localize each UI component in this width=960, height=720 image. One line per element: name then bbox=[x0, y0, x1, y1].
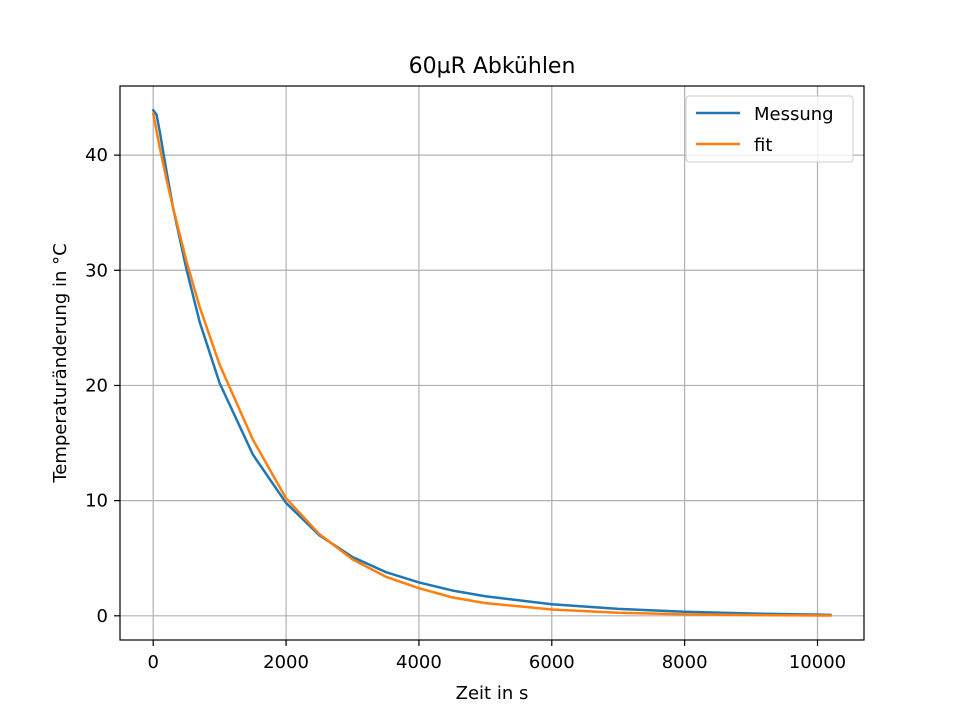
legend-label-fit: fit bbox=[754, 135, 772, 156]
chart-title: 60µR Abkühlen bbox=[409, 54, 576, 79]
y-tick-label: 10 bbox=[85, 491, 108, 512]
series-line-fit bbox=[151, 112, 833, 617]
tick-layer: 0 2000 4000 6000 8000 10000 0 10 20 30 40 bbox=[85, 145, 846, 673]
x-tick-label: 10000 bbox=[789, 652, 846, 673]
series-layer bbox=[151, 108, 833, 617]
y-axis-label: Temperaturänderung in °C bbox=[50, 243, 71, 483]
legend: Messung fit bbox=[685, 95, 854, 163]
y-tick-label: 20 bbox=[85, 375, 108, 396]
x-axis-label: Zeit in s bbox=[456, 683, 529, 704]
y-tick-label: 30 bbox=[85, 260, 108, 281]
y-tick-label: 40 bbox=[85, 145, 108, 166]
x-tick-label: 6000 bbox=[529, 652, 575, 673]
x-tick-label: 8000 bbox=[662, 652, 708, 673]
x-tick-label: 4000 bbox=[396, 652, 442, 673]
y-tick-label: 0 bbox=[97, 606, 108, 627]
legend-label-messung: Messung bbox=[754, 104, 834, 125]
x-tick-label: 0 bbox=[147, 652, 158, 673]
x-tick-label: 2000 bbox=[263, 652, 309, 673]
plot-frame bbox=[119, 85, 865, 641]
